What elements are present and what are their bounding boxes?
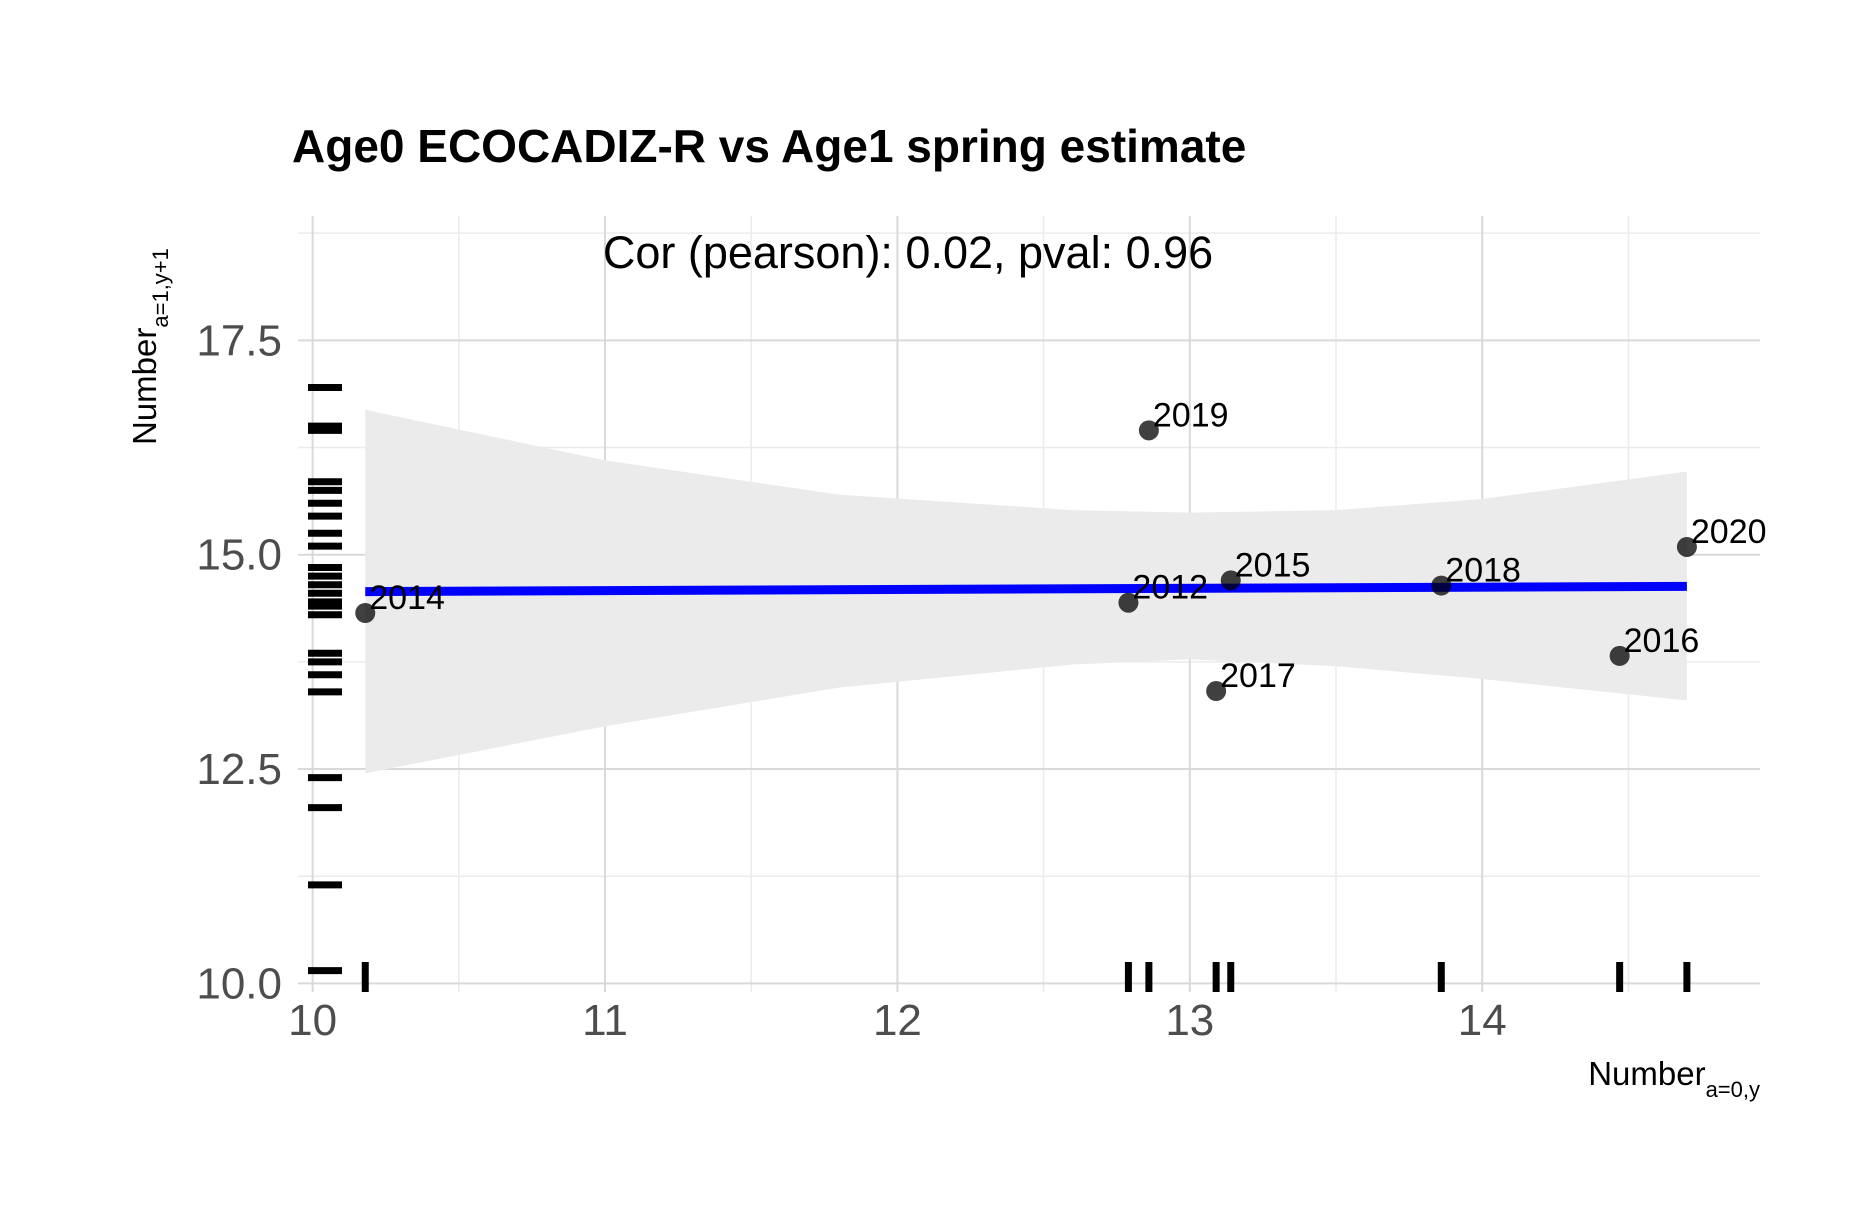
point-label: 2016	[1624, 622, 1700, 660]
point-label: 2017	[1220, 657, 1296, 695]
data-point	[1220, 570, 1241, 591]
y-tick-label: 17.5	[196, 316, 282, 365]
point-label: 2019	[1153, 396, 1229, 434]
rug-x-ticks	[361, 962, 1691, 992]
x-axis-label: Numbera=0,y	[1588, 1055, 1760, 1102]
y-tick-label: 15.0	[196, 531, 282, 580]
correlation-annotation: Cor (pearson): 0.02, pval: 0.96	[603, 227, 1213, 278]
rug-y-ticks	[308, 383, 342, 975]
y-tick-labels: 10.0 12.5 15.0 17.5	[196, 316, 282, 1008]
chart-title: Age0 ECOCADIZ-R vs Age1 spring estimate	[292, 120, 1246, 172]
y-axis-label-sub: a=1,y+1	[148, 248, 173, 328]
data-point	[355, 603, 376, 624]
data-point	[1118, 592, 1139, 613]
x-tick-label: 11	[582, 996, 628, 1045]
y-axis-label-main: Number	[126, 328, 163, 445]
regression-line	[365, 581, 1687, 597]
point-label: 2012	[1132, 569, 1208, 607]
point-labels: 2014 2012 2019 2017 2015 2018 2016 2020	[369, 396, 1766, 695]
x-tick-label: 14	[1458, 996, 1507, 1045]
data-point	[1609, 645, 1630, 666]
x-axis-label-main: Number	[1588, 1055, 1705, 1092]
x-axis-label-sub: a=0,y	[1706, 1077, 1760, 1102]
x-tick-label: 12	[873, 996, 922, 1045]
y-tick-label: 12.5	[196, 745, 282, 794]
x-tick-label: 13	[1165, 996, 1214, 1045]
y-axis-label: Numbera=1,y+1	[126, 248, 173, 445]
data-points	[355, 420, 1697, 702]
y-tick-label: 10.0	[196, 959, 282, 1008]
data-point	[1138, 420, 1159, 441]
point-label: 2018	[1445, 552, 1521, 590]
data-point	[1676, 536, 1697, 557]
point-label: 2015	[1235, 546, 1311, 584]
point-label: 2020	[1691, 513, 1767, 551]
point-label: 2014	[369, 579, 445, 617]
data-point	[1206, 681, 1227, 702]
x-tick-labels: 10 11 12 13 14	[288, 996, 1507, 1045]
data-point	[1431, 575, 1452, 596]
x-tick-label: 10	[288, 996, 337, 1045]
